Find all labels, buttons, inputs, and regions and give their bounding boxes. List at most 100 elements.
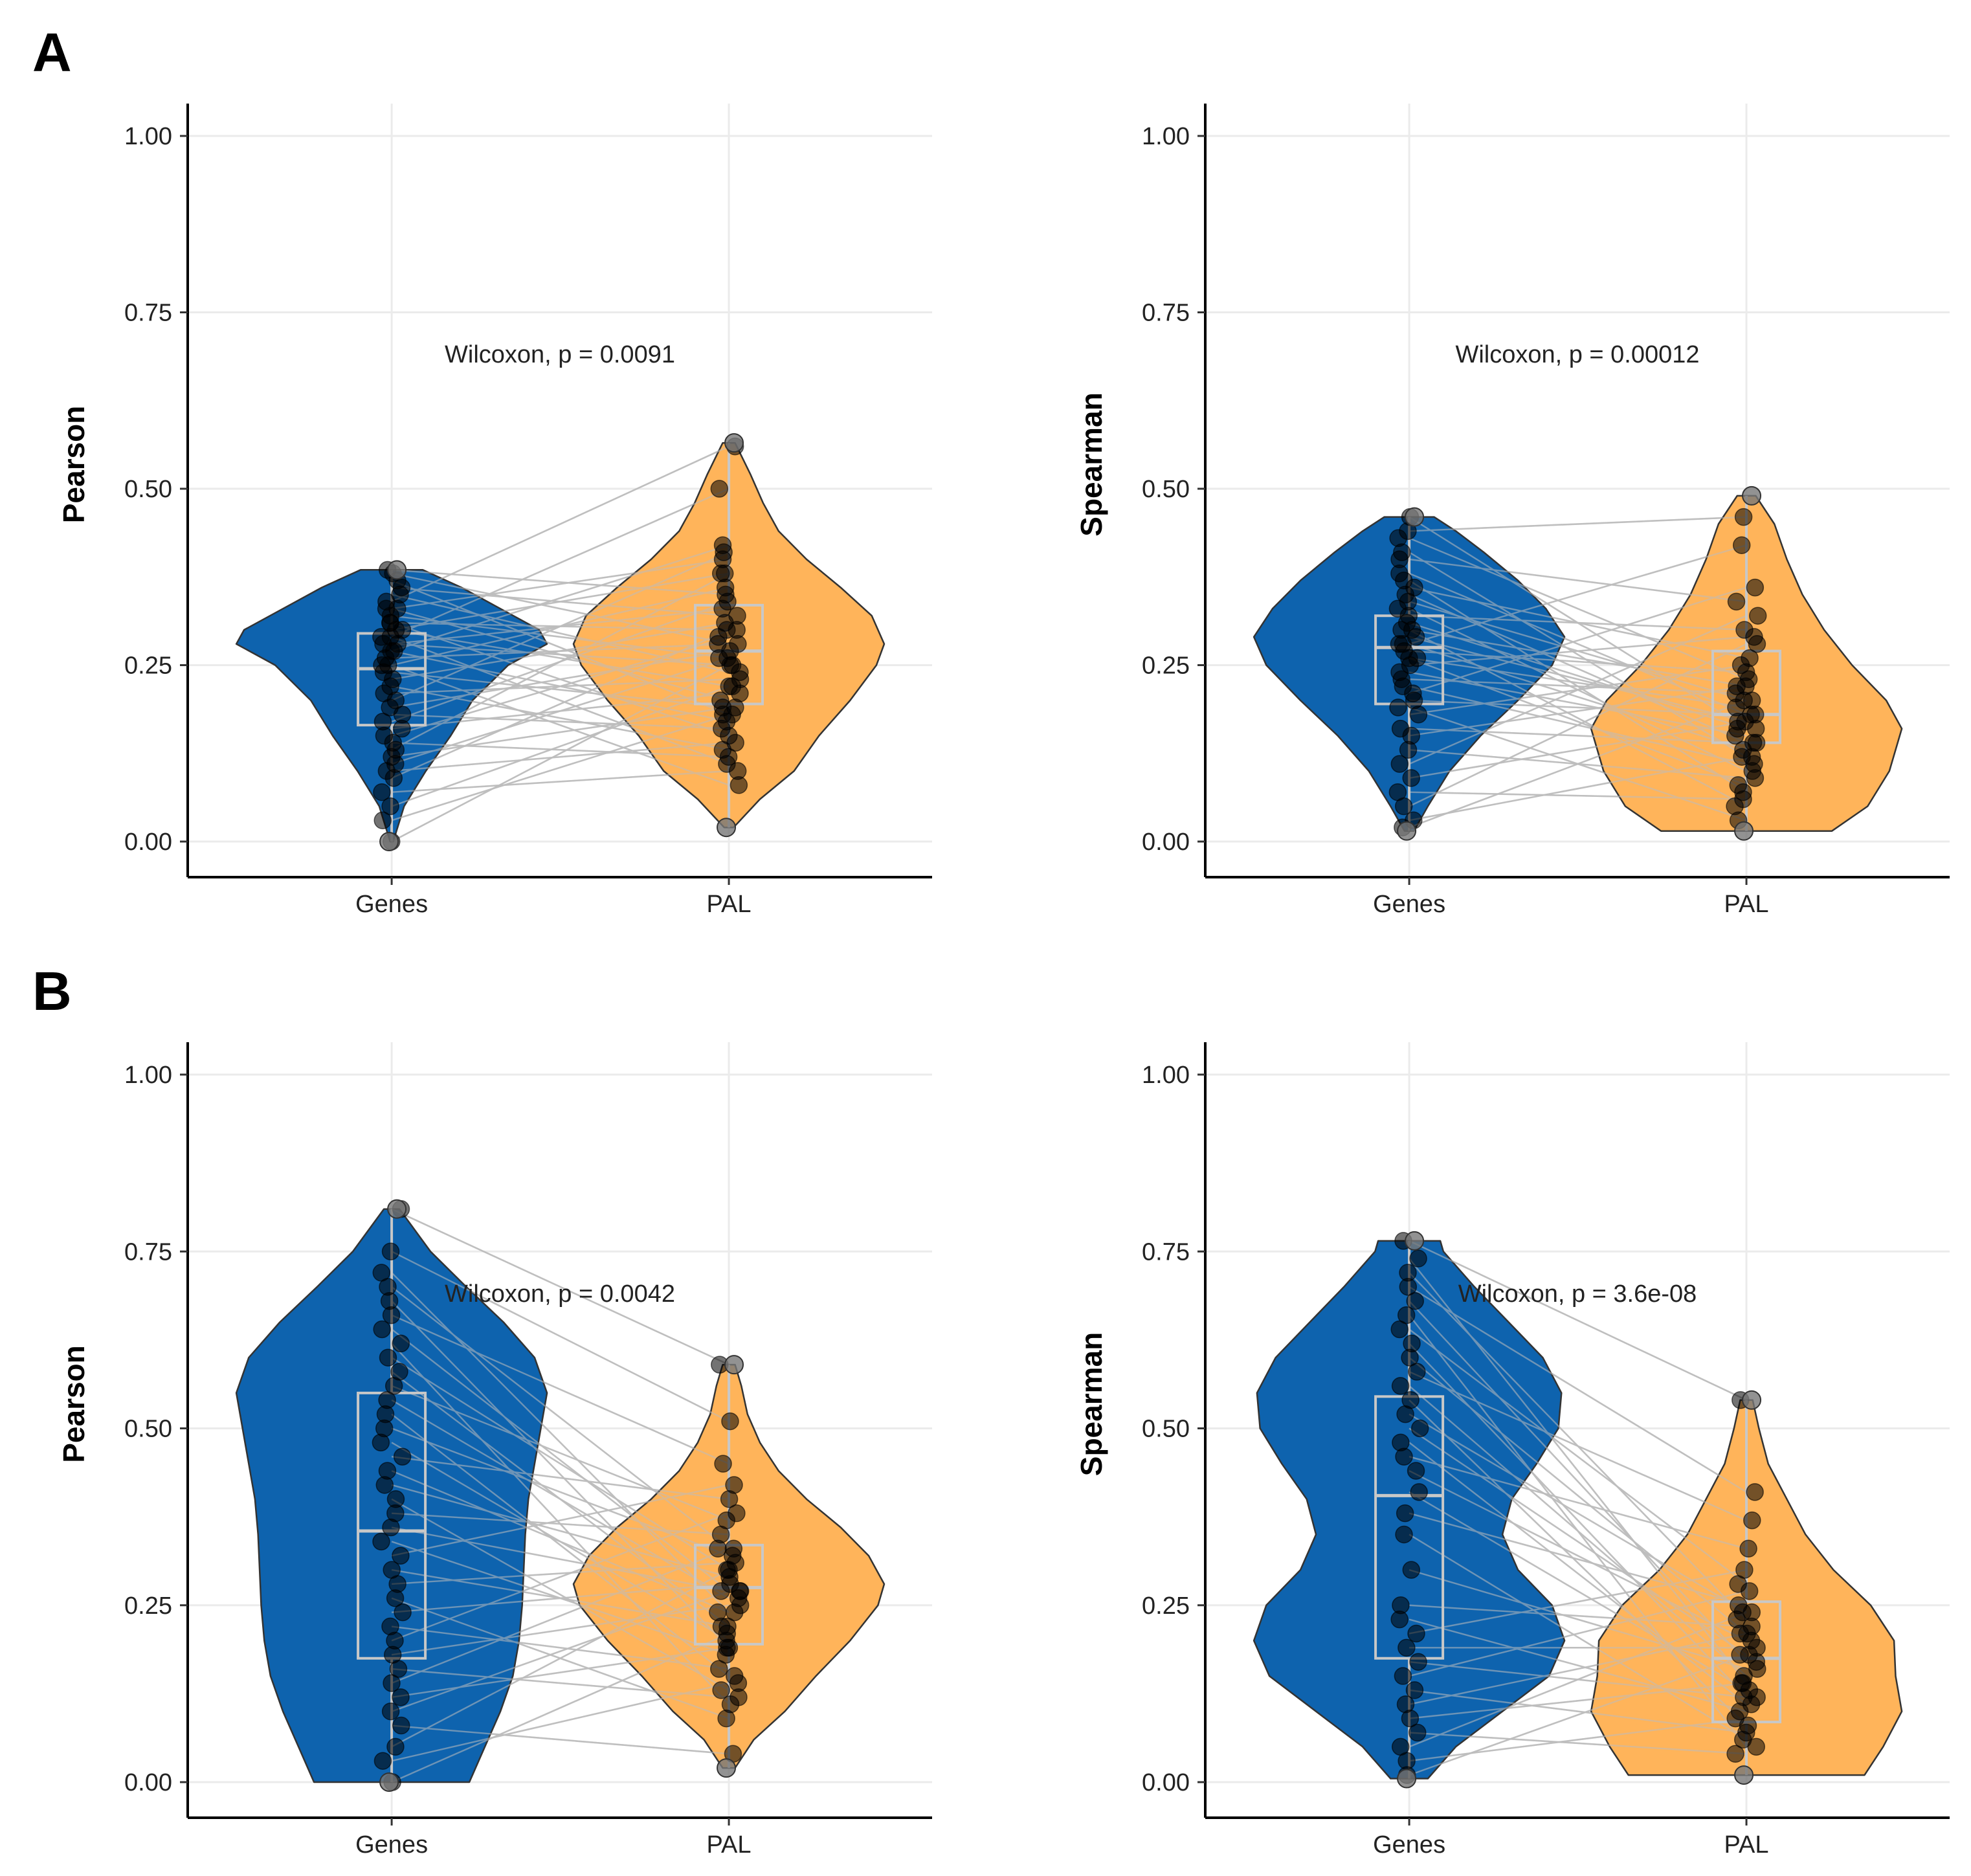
pair-line — [1409, 537, 1747, 680]
pair-line — [1409, 1456, 1747, 1550]
data-point — [710, 480, 729, 498]
pair-line — [391, 1286, 729, 1550]
data-point — [1735, 621, 1754, 639]
pair-line — [391, 1526, 729, 1592]
pair-line — [391, 1272, 729, 1613]
pair-line — [392, 742, 729, 758]
data-point — [712, 1617, 731, 1636]
data-point — [717, 585, 735, 604]
x-tick-label: Genes — [1373, 891, 1445, 918]
pair-line — [1409, 1512, 1747, 1606]
data-point — [725, 1667, 744, 1685]
extreme-point — [717, 1758, 737, 1778]
y-tick-label: 0.00 — [1142, 1769, 1190, 1796]
data-point — [1733, 748, 1751, 766]
data-point — [373, 811, 392, 830]
data-point — [372, 628, 390, 646]
pair-line — [1409, 1682, 1747, 1719]
data-point — [1728, 1610, 1746, 1629]
data-point — [718, 755, 736, 773]
pair-line — [391, 1590, 729, 1712]
wilcoxon-annotation: Wilcoxon, p = 3.6e-08 — [1458, 1280, 1697, 1308]
pair-line — [391, 686, 729, 751]
data-point — [383, 1561, 401, 1579]
pair-line — [391, 713, 729, 821]
data-points — [372, 433, 750, 851]
pair-line — [392, 643, 729, 659]
data-point — [709, 1539, 727, 1558]
panel-label-b: B — [32, 961, 72, 1022]
pair-line — [1409, 1618, 1747, 1712]
pair-line — [391, 650, 729, 722]
data-point — [1741, 649, 1759, 667]
data-point — [1401, 1391, 1420, 1409]
data-point — [1743, 1511, 1761, 1530]
data-point — [1395, 1525, 1413, 1544]
extreme-point — [1397, 821, 1417, 841]
data-point — [721, 1695, 740, 1714]
data-point — [725, 1603, 744, 1622]
pair-line — [1409, 650, 1747, 673]
x-tick-label: PAL — [707, 1831, 752, 1859]
data-point — [1729, 1575, 1747, 1593]
pair-line — [1409, 594, 1747, 744]
extreme-point — [1742, 486, 1762, 506]
data-point — [709, 635, 727, 653]
extreme-point — [387, 1199, 407, 1219]
pair-line — [391, 1682, 729, 1762]
pair-line — [391, 1625, 729, 1670]
data-point — [1391, 1737, 1410, 1756]
pair-line — [391, 1725, 729, 1755]
pair-line — [1409, 1258, 1747, 1684]
pair-lines-overlay — [1409, 516, 1747, 829]
y-tick-label: 0.50 — [1142, 1416, 1190, 1443]
data-point — [1408, 1363, 1426, 1381]
pair-line — [1409, 1427, 1747, 1656]
data-point — [1734, 508, 1753, 526]
pair-line — [391, 594, 729, 673]
data-point — [372, 1532, 390, 1551]
y-tick-label: 0.00 — [124, 1769, 172, 1796]
data-point — [386, 1490, 405, 1508]
y-tick-label: 0.25 — [1142, 1592, 1190, 1620]
data-point — [1747, 1653, 1766, 1671]
data-point — [372, 1264, 391, 1282]
chart-B-spearman: 0.00 0.25 0.50 0.75 1.00 Genes PAL Spearman Wilc… — [1075, 1042, 1950, 1859]
pair-line — [391, 686, 729, 807]
data-point — [1402, 1561, 1421, 1579]
data-point — [710, 1660, 728, 1678]
pair-line — [1409, 558, 1747, 603]
pair-line — [391, 1208, 729, 1366]
pair-line — [391, 629, 729, 779]
data-point — [717, 1511, 736, 1530]
data-point — [731, 663, 749, 682]
pair-line — [1409, 1569, 1747, 1635]
data-point — [393, 1447, 412, 1466]
pair-line — [391, 742, 729, 772]
pair-line — [1409, 621, 1747, 730]
data-point — [712, 1681, 730, 1699]
pair-line — [1409, 1413, 1747, 1613]
pair-line — [391, 1251, 729, 1422]
pair-line — [1409, 1491, 1747, 1691]
data-point — [712, 1582, 730, 1600]
data-point — [1397, 1306, 1416, 1324]
data-point — [1748, 607, 1767, 625]
pair-line — [1409, 1604, 1747, 1627]
data-points — [1390, 1231, 1766, 1789]
data-point — [373, 712, 392, 731]
data-point — [729, 776, 748, 794]
y-tick-label: 0.50 — [124, 1416, 172, 1443]
pair-line — [391, 601, 729, 722]
pair-line — [391, 1413, 729, 1677]
data-point — [720, 1638, 739, 1657]
y-tick-label: 1.00 — [1142, 123, 1190, 150]
extreme-point — [717, 818, 737, 838]
plots-container: 0.00 0.25 0.50 0.75 1.00 Genes PAL Pearson Wilco… — [57, 104, 1950, 1859]
pair-line — [1409, 544, 1747, 645]
data-point — [392, 1716, 410, 1735]
pair-line — [1409, 1300, 1747, 1663]
extreme-point — [1397, 1769, 1417, 1789]
pair-line — [391, 664, 729, 786]
